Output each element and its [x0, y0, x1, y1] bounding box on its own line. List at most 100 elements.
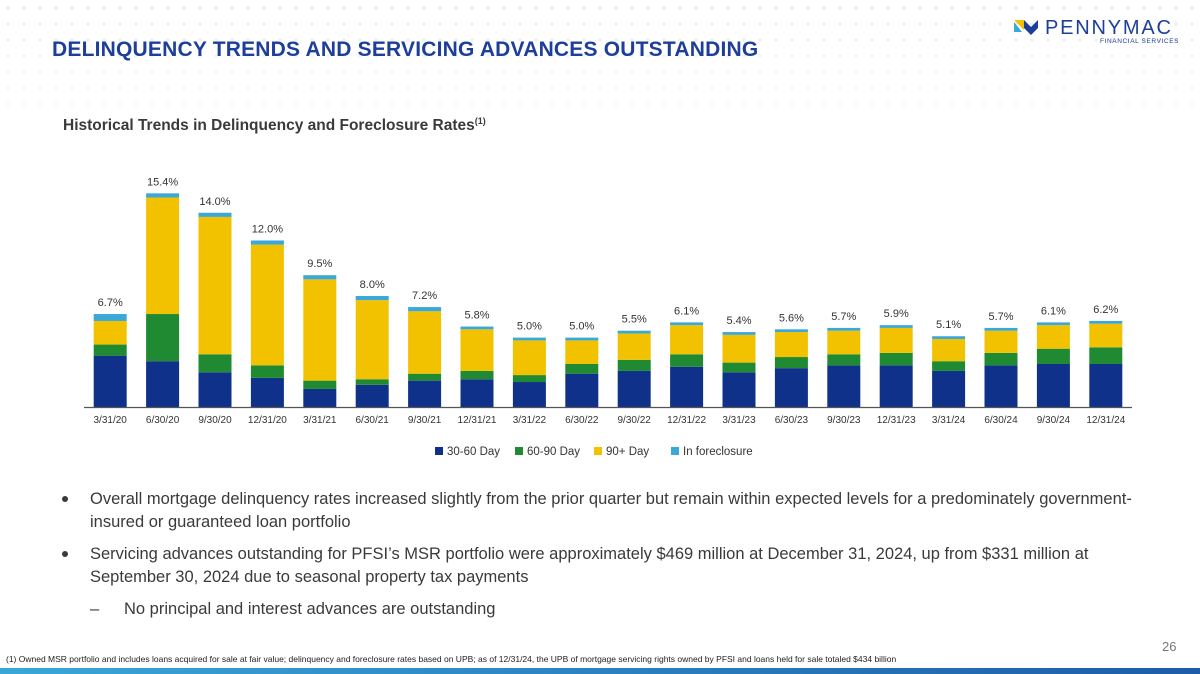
bar-segment-in-foreclosure	[93, 314, 127, 321]
x-tick-label: 12/31/22	[667, 415, 706, 426]
x-tick-label: 9/30/23	[827, 415, 861, 426]
legend-swatch	[435, 447, 443, 455]
bullet-text: Servicing advances outstanding for PFSI’…	[90, 545, 1089, 586]
bar-segment-30-60-day	[722, 372, 756, 407]
chart-title-footnote-ref: (1)	[474, 116, 486, 126]
bar-segment-in-foreclosure	[355, 296, 389, 301]
bar-segment-60-90-day	[355, 379, 389, 385]
bar-segment-60-90-day	[617, 359, 651, 371]
bar-segment-30-60-day	[512, 382, 546, 407]
sub-bullet-text: No principal and interest advances are o…	[124, 600, 496, 618]
bar-segment-in-foreclosure	[932, 336, 966, 340]
bar-segment-in-foreclosure	[722, 332, 756, 335]
bullet-text: Overall mortgage delinquency rates incre…	[90, 490, 1132, 531]
bar-segment-60-90-day	[670, 354, 704, 367]
bullet-item: Overall mortgage delinquency rates incre…	[62, 488, 1142, 534]
bar-segment-60-90-day	[722, 362, 756, 373]
legend-label: 30-60 Day	[447, 446, 500, 458]
bottom-accent-bar	[0, 668, 1200, 674]
bar-segment-60-90-day	[879, 352, 913, 366]
bar-segment-60-90-day	[565, 363, 599, 374]
bar-segment-30-60-day	[355, 384, 389, 407]
bar-total-label: 8.0%	[360, 279, 385, 291]
legend-label: In foreclosure	[683, 446, 753, 458]
bar-segment-90-day	[408, 311, 442, 374]
bar-segment-90-day	[198, 216, 232, 355]
bar-segment-90-day	[303, 279, 337, 381]
x-tick-label: 6/30/24	[984, 415, 1018, 426]
bar-total-label: 15.4%	[147, 176, 178, 188]
bar-total-label: 5.0%	[569, 321, 594, 333]
bar-segment-30-60-day	[984, 365, 1018, 407]
logo-mark-icon	[1014, 20, 1038, 35]
x-tick-label: 6/30/22	[565, 415, 599, 426]
x-tick-label: 9/30/24	[1037, 415, 1071, 426]
bar-segment-in-foreclosure	[984, 327, 1018, 331]
bar-total-label: 5.5%	[622, 314, 647, 326]
bar-segment-60-90-day	[1089, 347, 1123, 364]
bar-segment-in-foreclosure	[198, 212, 232, 217]
bar-segment-90-day	[565, 340, 599, 364]
bar-segment-60-90-day	[250, 365, 284, 378]
bar-segment-in-foreclosure	[146, 193, 180, 198]
dot-pattern-background	[0, 0, 1200, 150]
bar-segment-in-foreclosure	[617, 330, 651, 334]
bar-segment-60-90-day	[146, 314, 180, 362]
legend-swatch	[594, 447, 602, 455]
bar-segment-30-60-day	[774, 368, 808, 407]
bar-total-label: 6.1%	[1041, 305, 1066, 317]
bar-segment-in-foreclosure	[565, 337, 599, 341]
bar-total-label: 5.9%	[884, 308, 909, 320]
bar-segment-in-foreclosure	[303, 275, 337, 280]
bar-total-label: 6.7%	[98, 297, 123, 309]
bar-total-label: 5.4%	[726, 315, 751, 327]
bar-segment-90-day	[1089, 323, 1123, 348]
bar-segment-in-foreclosure	[1089, 320, 1123, 324]
bar-segment-90-day	[617, 333, 651, 360]
bar-total-label: 5.0%	[517, 321, 542, 333]
bar-segment-90-day	[879, 327, 913, 353]
x-tick-label: 3/31/23	[722, 415, 756, 426]
bar-segment-in-foreclosure	[879, 325, 913, 328]
bar-segment-90-day	[984, 330, 1018, 353]
footnote: (1) Owned MSR portfolio and includes loa…	[6, 654, 897, 664]
bar-segment-60-90-day	[460, 370, 494, 380]
bar-segment-60-90-day	[827, 354, 861, 366]
bar-segment-90-day	[774, 332, 808, 358]
x-tick-label: 6/30/21	[356, 415, 390, 426]
bullet-dot-icon	[62, 496, 68, 502]
bar-total-label: 5.8%	[464, 310, 489, 322]
x-tick-label: 12/31/23	[877, 415, 916, 426]
bar-total-label: 5.7%	[831, 311, 856, 323]
logo-subtitle: FINANCIAL SERVICES	[1100, 38, 1180, 45]
bar-segment-in-foreclosure	[670, 322, 704, 326]
dash-icon: –	[90, 600, 100, 618]
bar-segment-in-foreclosure	[774, 329, 808, 333]
bar-total-label: 5.1%	[936, 319, 961, 331]
bar-segment-30-60-day	[670, 366, 704, 407]
x-tick-label: 9/30/21	[408, 415, 442, 426]
bar-segment-90-day	[670, 325, 704, 355]
bar-segment-60-90-day	[512, 375, 546, 383]
bar-segment-30-60-day	[408, 380, 442, 407]
x-tick-label: 12/31/20	[248, 415, 287, 426]
bar-total-label: 6.1%	[674, 305, 699, 317]
bullet-dot-icon	[62, 551, 68, 557]
x-tick-label: 3/31/22	[513, 415, 547, 426]
bar-segment-30-60-day	[460, 379, 494, 407]
bar-segment-30-60-day	[932, 370, 966, 407]
bar-segment-in-foreclosure	[250, 240, 284, 245]
bar-segment-30-60-day	[93, 355, 127, 407]
bar-segment-in-foreclosure	[512, 337, 546, 341]
chart-title-text: Historical Trends in Delinquency and For…	[63, 117, 475, 135]
legend-swatch	[671, 447, 679, 455]
sub-bullet-item: – No principal and interest advances are…	[62, 598, 1142, 621]
bar-segment-in-foreclosure	[827, 327, 861, 331]
bar-segment-90-day	[1036, 325, 1070, 349]
bar-segment-60-90-day	[303, 380, 337, 389]
bar-segment-30-60-day	[879, 365, 913, 407]
bar-segment-90-day	[250, 244, 284, 366]
bar-segment-90-day	[355, 300, 389, 380]
bar-segment-60-90-day	[774, 357, 808, 369]
bar-segment-30-60-day	[827, 365, 861, 407]
